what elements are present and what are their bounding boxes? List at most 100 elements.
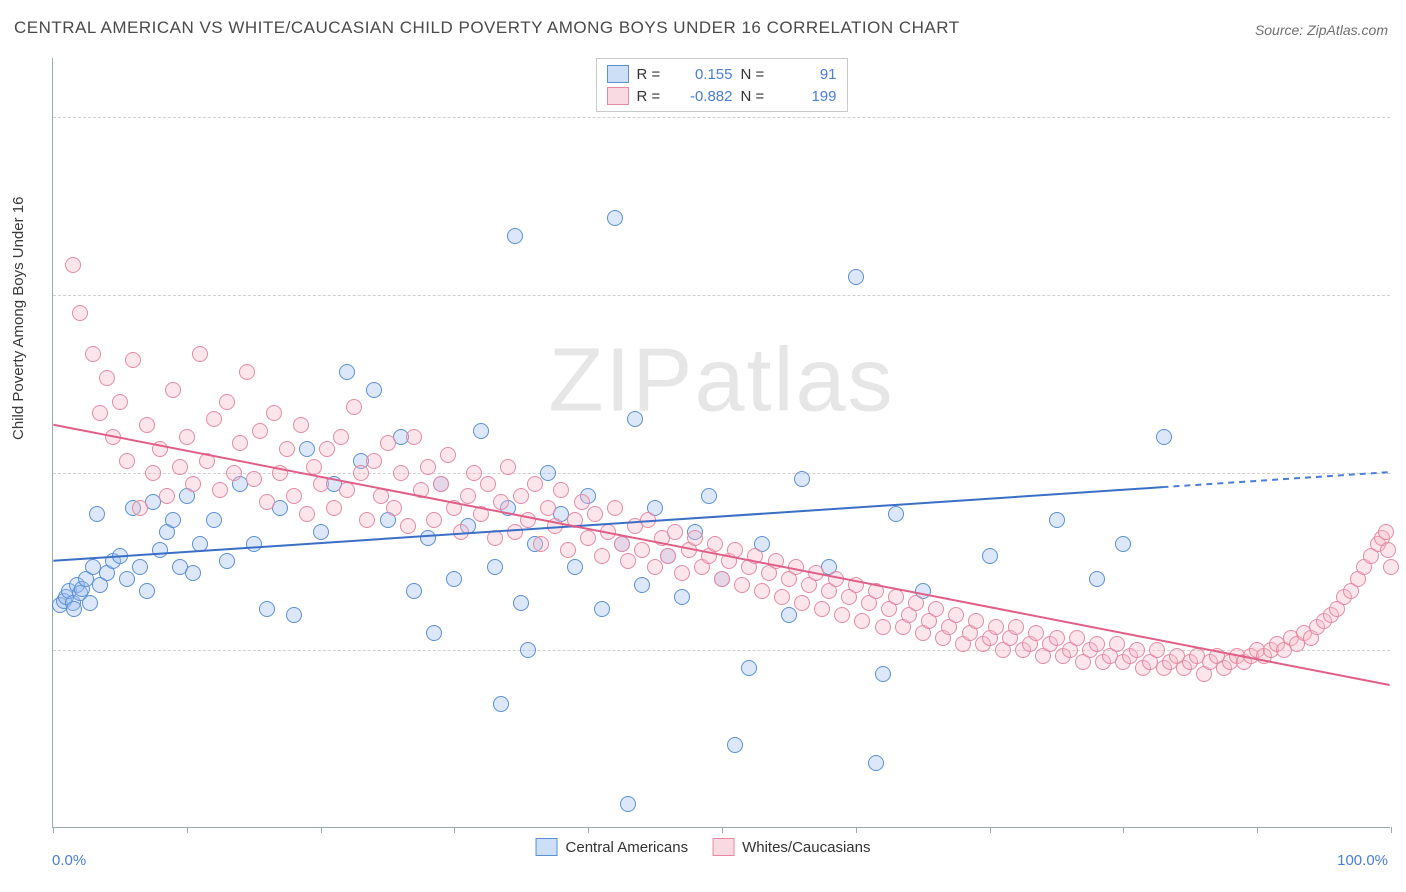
scatter-point xyxy=(988,619,1004,635)
scatter-point xyxy=(420,530,436,546)
x-tick xyxy=(454,827,455,833)
scatter-point xyxy=(306,459,322,475)
scatter-point xyxy=(727,737,743,753)
scatter-point xyxy=(192,346,208,362)
scatter-point xyxy=(89,506,105,522)
scatter-point xyxy=(132,500,148,516)
scatter-point xyxy=(607,210,623,226)
scatter-point xyxy=(794,595,810,611)
scatter-point xyxy=(119,453,135,469)
scatter-point xyxy=(473,423,489,439)
scatter-point xyxy=(185,565,201,581)
trend-line-solid xyxy=(53,425,1389,685)
scatter-point xyxy=(567,559,583,575)
scatter-point xyxy=(1109,636,1125,652)
scatter-point xyxy=(279,441,295,457)
scatter-point xyxy=(1089,636,1105,652)
scatter-point xyxy=(239,364,255,380)
scatter-point xyxy=(99,370,115,386)
scatter-point xyxy=(139,417,155,433)
scatter-point xyxy=(660,548,676,564)
x-axis-min-label: 0.0% xyxy=(52,852,86,869)
scatter-point xyxy=(754,583,770,599)
correlation-legend-row: R =0.155N =91 xyxy=(607,63,837,85)
scatter-point xyxy=(433,476,449,492)
scatter-point xyxy=(420,459,436,475)
scatter-point xyxy=(1028,625,1044,641)
scatter-point xyxy=(72,305,88,321)
scatter-point xyxy=(159,488,175,504)
legend-series-label: Central Americans xyxy=(566,839,689,856)
scatter-point xyxy=(426,512,442,528)
scatter-point xyxy=(774,589,790,605)
scatter-point xyxy=(1069,630,1085,646)
scatter-point xyxy=(152,542,168,558)
scatter-point xyxy=(560,542,576,558)
scatter-point xyxy=(507,228,523,244)
scatter-point xyxy=(834,607,850,623)
x-tick xyxy=(1257,827,1258,833)
scatter-point xyxy=(687,530,703,546)
legend-r-value: 0.155 xyxy=(675,66,733,83)
scatter-point xyxy=(65,257,81,273)
scatter-point xyxy=(848,269,864,285)
scatter-point xyxy=(828,571,844,587)
scatter-point xyxy=(125,352,141,368)
scatter-point xyxy=(707,536,723,552)
scatter-point xyxy=(426,625,442,641)
chart-title: CENTRAL AMERICAN VS WHITE/CAUCASIAN CHIL… xyxy=(14,18,960,38)
watermark-text: ZIPatlas xyxy=(548,329,894,432)
scatter-point xyxy=(627,411,643,427)
scatter-point xyxy=(520,642,536,658)
scatter-point xyxy=(634,577,650,593)
scatter-point xyxy=(393,465,409,481)
scatter-point xyxy=(533,536,549,552)
scatter-point xyxy=(1383,559,1399,575)
scatter-point xyxy=(219,394,235,410)
scatter-point xyxy=(667,524,683,540)
x-axis-max-label: 100.0% xyxy=(1337,852,1388,869)
scatter-point xyxy=(513,488,529,504)
legend-swatch xyxy=(607,87,629,105)
scatter-point xyxy=(487,559,503,575)
scatter-point xyxy=(226,465,242,481)
legend-swatch xyxy=(607,65,629,83)
legend-r-label: R = xyxy=(637,88,667,105)
scatter-point xyxy=(299,506,315,522)
scatter-point xyxy=(112,394,128,410)
scatter-point xyxy=(179,429,195,445)
legend-swatch xyxy=(536,838,558,856)
scatter-point xyxy=(206,512,222,528)
scatter-point xyxy=(814,601,830,617)
scatter-point xyxy=(192,536,208,552)
scatter-point xyxy=(620,796,636,812)
scatter-point xyxy=(875,666,891,682)
scatter-point xyxy=(440,447,456,463)
scatter-point xyxy=(1380,542,1396,558)
scatter-point xyxy=(446,571,462,587)
x-tick xyxy=(321,827,322,833)
scatter-point xyxy=(1008,619,1024,635)
scatter-point xyxy=(373,488,389,504)
scatter-point xyxy=(493,696,509,712)
scatter-point xyxy=(547,518,563,534)
scatter-point xyxy=(854,613,870,629)
scatter-point xyxy=(1049,630,1065,646)
scatter-point xyxy=(259,601,275,617)
legend-bottom: Central AmericansWhites/Caucasians xyxy=(536,838,871,856)
x-tick xyxy=(588,827,589,833)
legend-bottom-item: Central Americans xyxy=(536,838,689,856)
scatter-point xyxy=(165,512,181,528)
x-tick xyxy=(187,827,188,833)
scatter-point xyxy=(172,459,188,475)
scatter-point xyxy=(252,423,268,439)
scatter-point xyxy=(948,607,964,623)
scatter-point xyxy=(1089,571,1105,587)
scatter-point xyxy=(119,571,135,587)
scatter-point xyxy=(359,512,375,528)
scatter-point xyxy=(781,607,797,623)
scatter-point xyxy=(500,459,516,475)
y-tick-label: 45.0% xyxy=(1394,286,1406,303)
scatter-point xyxy=(406,429,422,445)
scatter-point xyxy=(607,500,623,516)
